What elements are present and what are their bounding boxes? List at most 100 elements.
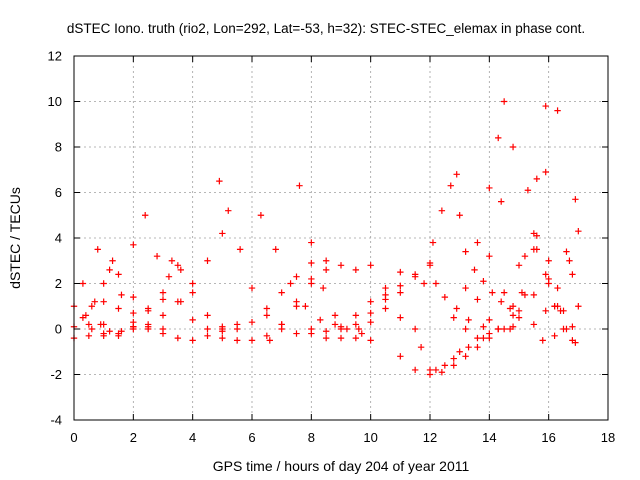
data-point bbox=[480, 278, 487, 285]
data-series bbox=[450, 98, 508, 321]
data-point bbox=[462, 284, 469, 292]
data-point bbox=[322, 334, 330, 342]
data-series bbox=[533, 246, 582, 330]
data-point bbox=[566, 257, 573, 264]
data-point bbox=[506, 325, 514, 333]
data-series bbox=[367, 262, 419, 333]
data-markers bbox=[70, 98, 582, 378]
data-point bbox=[554, 107, 561, 114]
x-tick-label: 4 bbox=[189, 430, 196, 445]
data-point bbox=[486, 253, 493, 260]
data-point bbox=[189, 337, 196, 344]
data-point bbox=[417, 344, 425, 351]
data-point bbox=[569, 323, 576, 330]
data-point bbox=[308, 325, 315, 333]
data-point bbox=[450, 355, 457, 362]
data-point bbox=[263, 312, 271, 319]
data-point bbox=[115, 332, 122, 340]
data-point bbox=[308, 239, 315, 246]
data-point bbox=[518, 289, 526, 296]
data-point bbox=[337, 262, 345, 269]
data-point bbox=[498, 198, 505, 205]
data-point bbox=[287, 280, 294, 287]
data-point bbox=[106, 266, 113, 274]
data-point bbox=[500, 98, 508, 105]
data-point bbox=[382, 296, 389, 303]
data-point bbox=[530, 321, 538, 328]
data-point bbox=[572, 196, 579, 203]
data-point bbox=[474, 239, 481, 246]
data-point bbox=[219, 334, 226, 342]
data-point bbox=[153, 253, 161, 260]
data-point bbox=[118, 328, 125, 335]
data-point bbox=[453, 305, 460, 312]
data-point bbox=[462, 248, 469, 255]
data-point bbox=[575, 303, 582, 310]
data-point bbox=[367, 298, 374, 305]
data-point bbox=[293, 298, 300, 305]
data-series bbox=[100, 262, 182, 340]
data-series bbox=[79, 280, 137, 335]
data-point bbox=[100, 280, 107, 287]
data-point bbox=[486, 330, 493, 337]
data-point bbox=[91, 298, 98, 305]
data-point bbox=[533, 232, 540, 239]
data-point bbox=[456, 348, 463, 355]
data-point bbox=[352, 334, 360, 342]
data-point bbox=[480, 323, 487, 330]
data-point bbox=[438, 207, 446, 214]
data-point bbox=[382, 305, 389, 312]
data-point bbox=[293, 330, 300, 337]
data-series bbox=[168, 257, 226, 333]
data-series bbox=[506, 107, 561, 333]
data-point bbox=[216, 177, 223, 185]
data-point bbox=[233, 337, 241, 344]
data-point bbox=[85, 332, 93, 340]
data-point bbox=[189, 280, 196, 287]
data-point bbox=[82, 312, 90, 319]
data-series bbox=[397, 348, 463, 378]
data-point bbox=[159, 296, 167, 303]
data-point bbox=[100, 298, 107, 305]
data-point bbox=[343, 325, 351, 333]
y-tick-label: -2 bbox=[50, 367, 62, 382]
data-point bbox=[168, 257, 176, 264]
y-tick-label: 2 bbox=[55, 276, 62, 291]
data-point bbox=[563, 325, 570, 333]
data-series bbox=[551, 227, 582, 340]
y-tick-label: 6 bbox=[55, 185, 62, 200]
data-point bbox=[575, 227, 582, 235]
data-point bbox=[411, 366, 419, 374]
data-point bbox=[308, 259, 315, 267]
data-point bbox=[115, 305, 122, 312]
data-point bbox=[397, 353, 404, 360]
data-series bbox=[462, 143, 517, 333]
data-series bbox=[539, 196, 579, 344]
data-point bbox=[441, 362, 449, 369]
data-point bbox=[248, 284, 256, 292]
data-point bbox=[88, 325, 95, 333]
data-point bbox=[486, 316, 493, 324]
data-point bbox=[278, 289, 285, 296]
data-point bbox=[159, 330, 167, 337]
data-point bbox=[248, 337, 256, 344]
data-point bbox=[296, 182, 303, 189]
data-point bbox=[465, 316, 472, 324]
data-point bbox=[144, 321, 152, 328]
data-point bbox=[355, 325, 362, 333]
data-point bbox=[521, 253, 529, 260]
data-point bbox=[115, 271, 122, 278]
data-point bbox=[542, 271, 549, 278]
data-point bbox=[429, 239, 437, 246]
x-tick-label: 16 bbox=[541, 430, 555, 445]
data-point bbox=[530, 291, 538, 299]
x-tick-label: 2 bbox=[130, 430, 137, 445]
data-series bbox=[420, 171, 460, 287]
data-point bbox=[533, 246, 540, 253]
data-point bbox=[447, 182, 454, 189]
data-point bbox=[542, 307, 549, 314]
data-point bbox=[88, 303, 95, 310]
data-point bbox=[225, 207, 232, 214]
data-series bbox=[432, 280, 517, 333]
x-tick-label: 12 bbox=[423, 430, 437, 445]
